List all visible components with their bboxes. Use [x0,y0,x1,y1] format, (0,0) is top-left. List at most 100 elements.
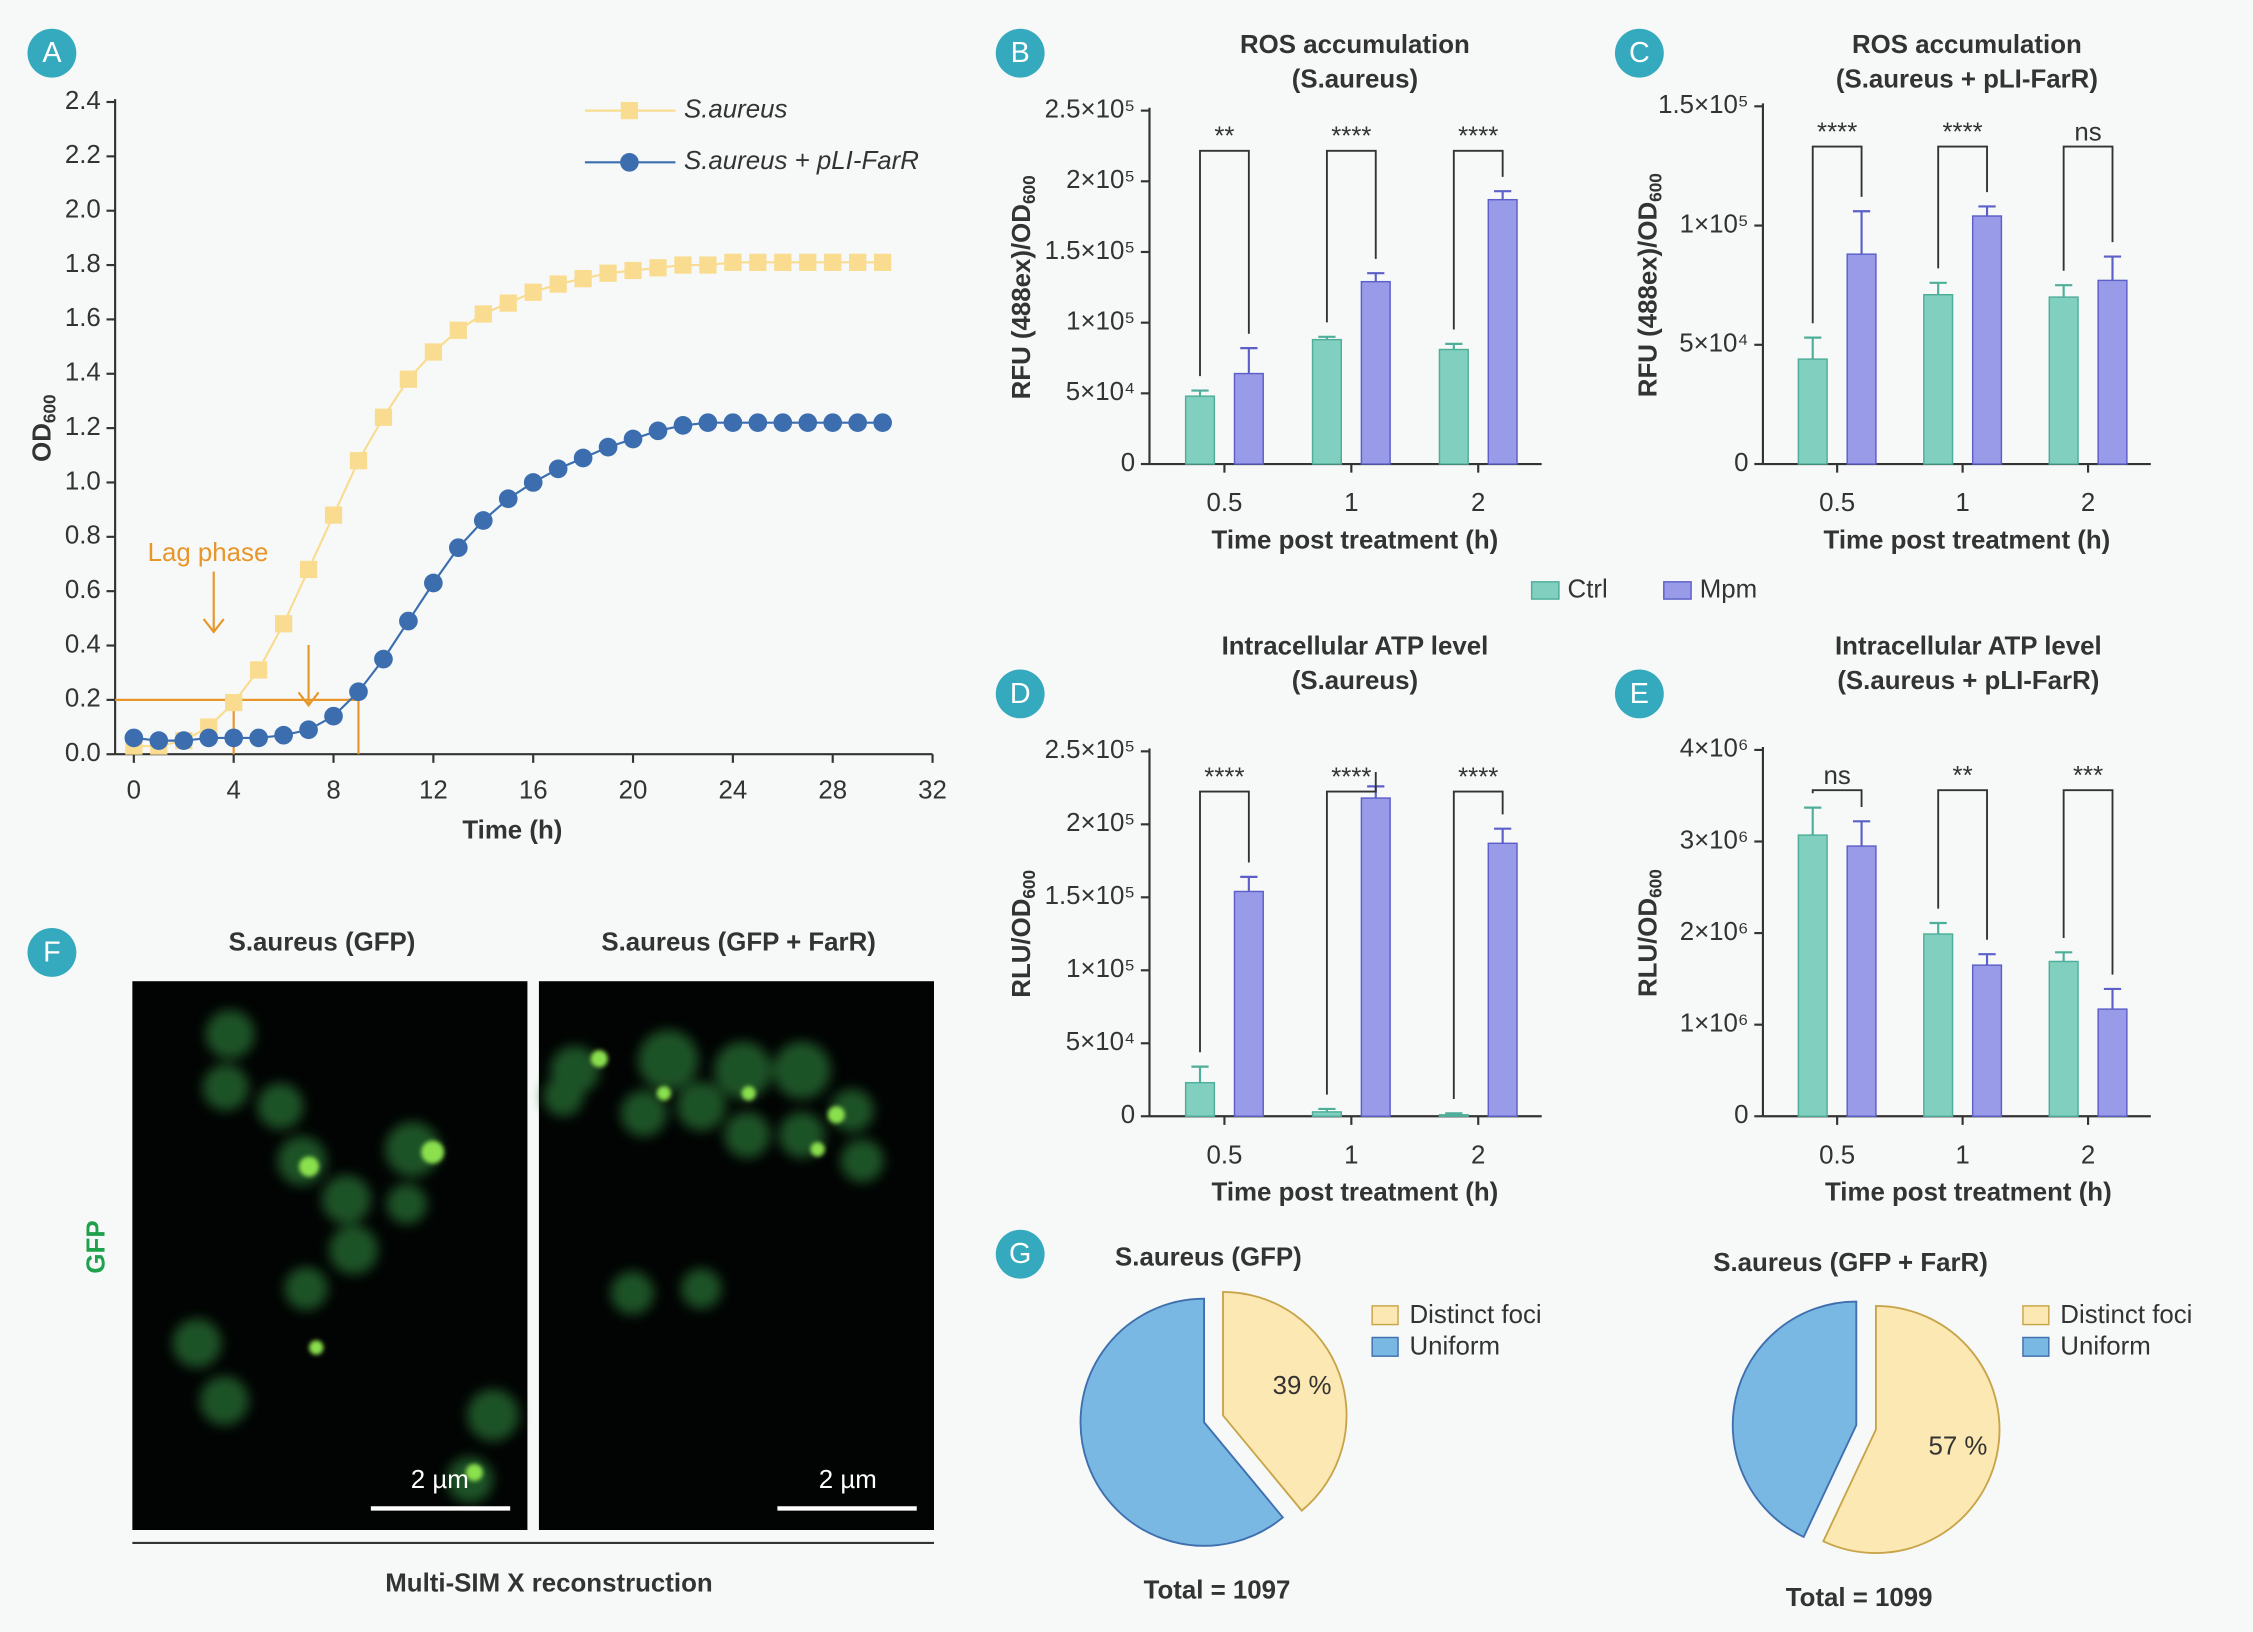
significance-label: **** [1331,123,1371,151]
bar [1797,834,1828,1117]
x-tick-label: 0.5 [1819,489,1855,517]
marker [548,459,568,479]
marker [224,728,244,748]
significance-bracket [1199,790,1250,1053]
x-axis-title: Time post treatment (h) [1212,1179,1499,1207]
marker [299,720,318,740]
legend-label: S.aureus [684,95,788,123]
x-tick-label: 4 [226,776,240,804]
significance-label: **** [1942,118,1982,146]
cells [172,1009,884,1503]
bar [1487,842,1518,1117]
marker [774,253,792,271]
scale-bar-label: 2 µm [819,1466,877,1494]
total-label: Total = 1099 [1786,1584,1933,1612]
marker [399,611,418,631]
marker [449,321,467,339]
y-tick-label: 5×10⁴ [1066,378,1135,406]
marker [524,283,542,301]
legend-label: Distinct foci [2060,1301,2192,1329]
y-tick-label: 5×10⁴ [1679,330,1748,358]
y-tick-label: 3×10⁶ [1680,826,1749,854]
significance-label: **** [1458,763,1498,791]
axis-title-sub: 600 [1645,173,1665,202]
image-title: S.aureus (GFP + FarR) [601,929,876,957]
significance-label: ** [1953,762,1973,790]
x-tick-label: 2 [2081,489,2095,517]
marker [849,253,867,271]
pie-slice [1731,1300,1858,1539]
marker [624,261,642,280]
axis-title-main: RFU (488ex)/OD [1008,204,1036,399]
marker [724,253,742,271]
panel-letter: F [43,937,61,969]
panel-badge [995,669,1045,719]
marker [474,305,492,323]
lag-arrow [202,571,225,634]
marker [848,413,868,433]
y-tick-label: 1.6 [65,304,101,332]
significance-label: *** [2073,762,2103,790]
x-tick-label: 32 [918,776,947,804]
significance-label: **** [1458,123,1498,151]
axis-title-main: RFU (488ex)/OD [1634,202,1662,397]
marker [673,416,693,435]
marker [349,682,368,702]
y-tick-label: 2.5×10⁵ [1045,736,1135,764]
x-tick-label: 0.5 [1206,489,1242,517]
bar [1233,372,1264,465]
bar [1233,890,1264,1117]
y-tick-label: 1.4 [65,359,101,387]
panel-badge [995,28,1045,78]
significance-label: ** [1214,123,1234,151]
marker [824,253,842,271]
legend-swatch [1371,1305,1399,1326]
axis-title-main: RLU/OD [1008,899,1036,998]
bar [1923,933,1954,1117]
panel-letter: E [1630,678,1649,710]
slice-label: 39 % [1273,1372,1332,1400]
y-tick-label: 1×10⁵ [1066,307,1135,335]
legend-swatch [1371,1336,1399,1357]
significance-bracket [1325,772,1377,1095]
y-tick-label: 1×10⁶ [1680,1009,1749,1037]
y-tick-label: 1×10⁵ [1680,210,1749,238]
axis-title: RLU/OD600 [1008,870,1039,998]
bar [1487,198,1518,465]
chart-title: Intracellular ATP level [1835,633,2102,661]
marker [424,573,443,593]
y-tick-label: 2×10⁵ [1066,809,1135,837]
significance-bracket [1811,789,1863,807]
significance-bracket [1452,149,1504,330]
annotation: Lag phase [148,539,269,567]
x-tick-label: 2 [1471,489,1485,517]
y-tick-label: 0.4 [65,630,101,658]
lag-arrow [297,644,320,708]
bar [1923,293,1954,465]
x-tick-label: 1 [1344,489,1358,517]
marker [649,259,667,277]
bar [1184,395,1216,465]
chart-subtitle: (S.aureus + pLI-FarR) [1837,667,2099,695]
marker [523,473,543,492]
x-tick-label: 0 [127,776,141,804]
chart-title: Intracellular ATP level [1222,633,1489,661]
marker [299,560,318,579]
panel-letter: B [1011,37,1030,69]
marker [749,253,767,271]
marker [873,413,892,433]
bar [1438,348,1469,465]
bar [1311,1111,1342,1117]
bar [1846,845,1877,1117]
significance-label: **** [1204,763,1244,791]
panel-letter: G [1009,1238,1031,1270]
y-tick-label: 5×10⁴ [1066,1028,1135,1056]
y-tick-label: 0 [1734,1101,1748,1129]
significance-label: ns [2074,118,2101,146]
legend-swatch [2022,1305,2050,1326]
bar [1311,338,1342,465]
panel-badge [27,28,77,78]
legend-marker [620,153,639,172]
scale-bar-label: 2 µm [411,1466,469,1494]
pie-slice [1822,1305,2001,1554]
